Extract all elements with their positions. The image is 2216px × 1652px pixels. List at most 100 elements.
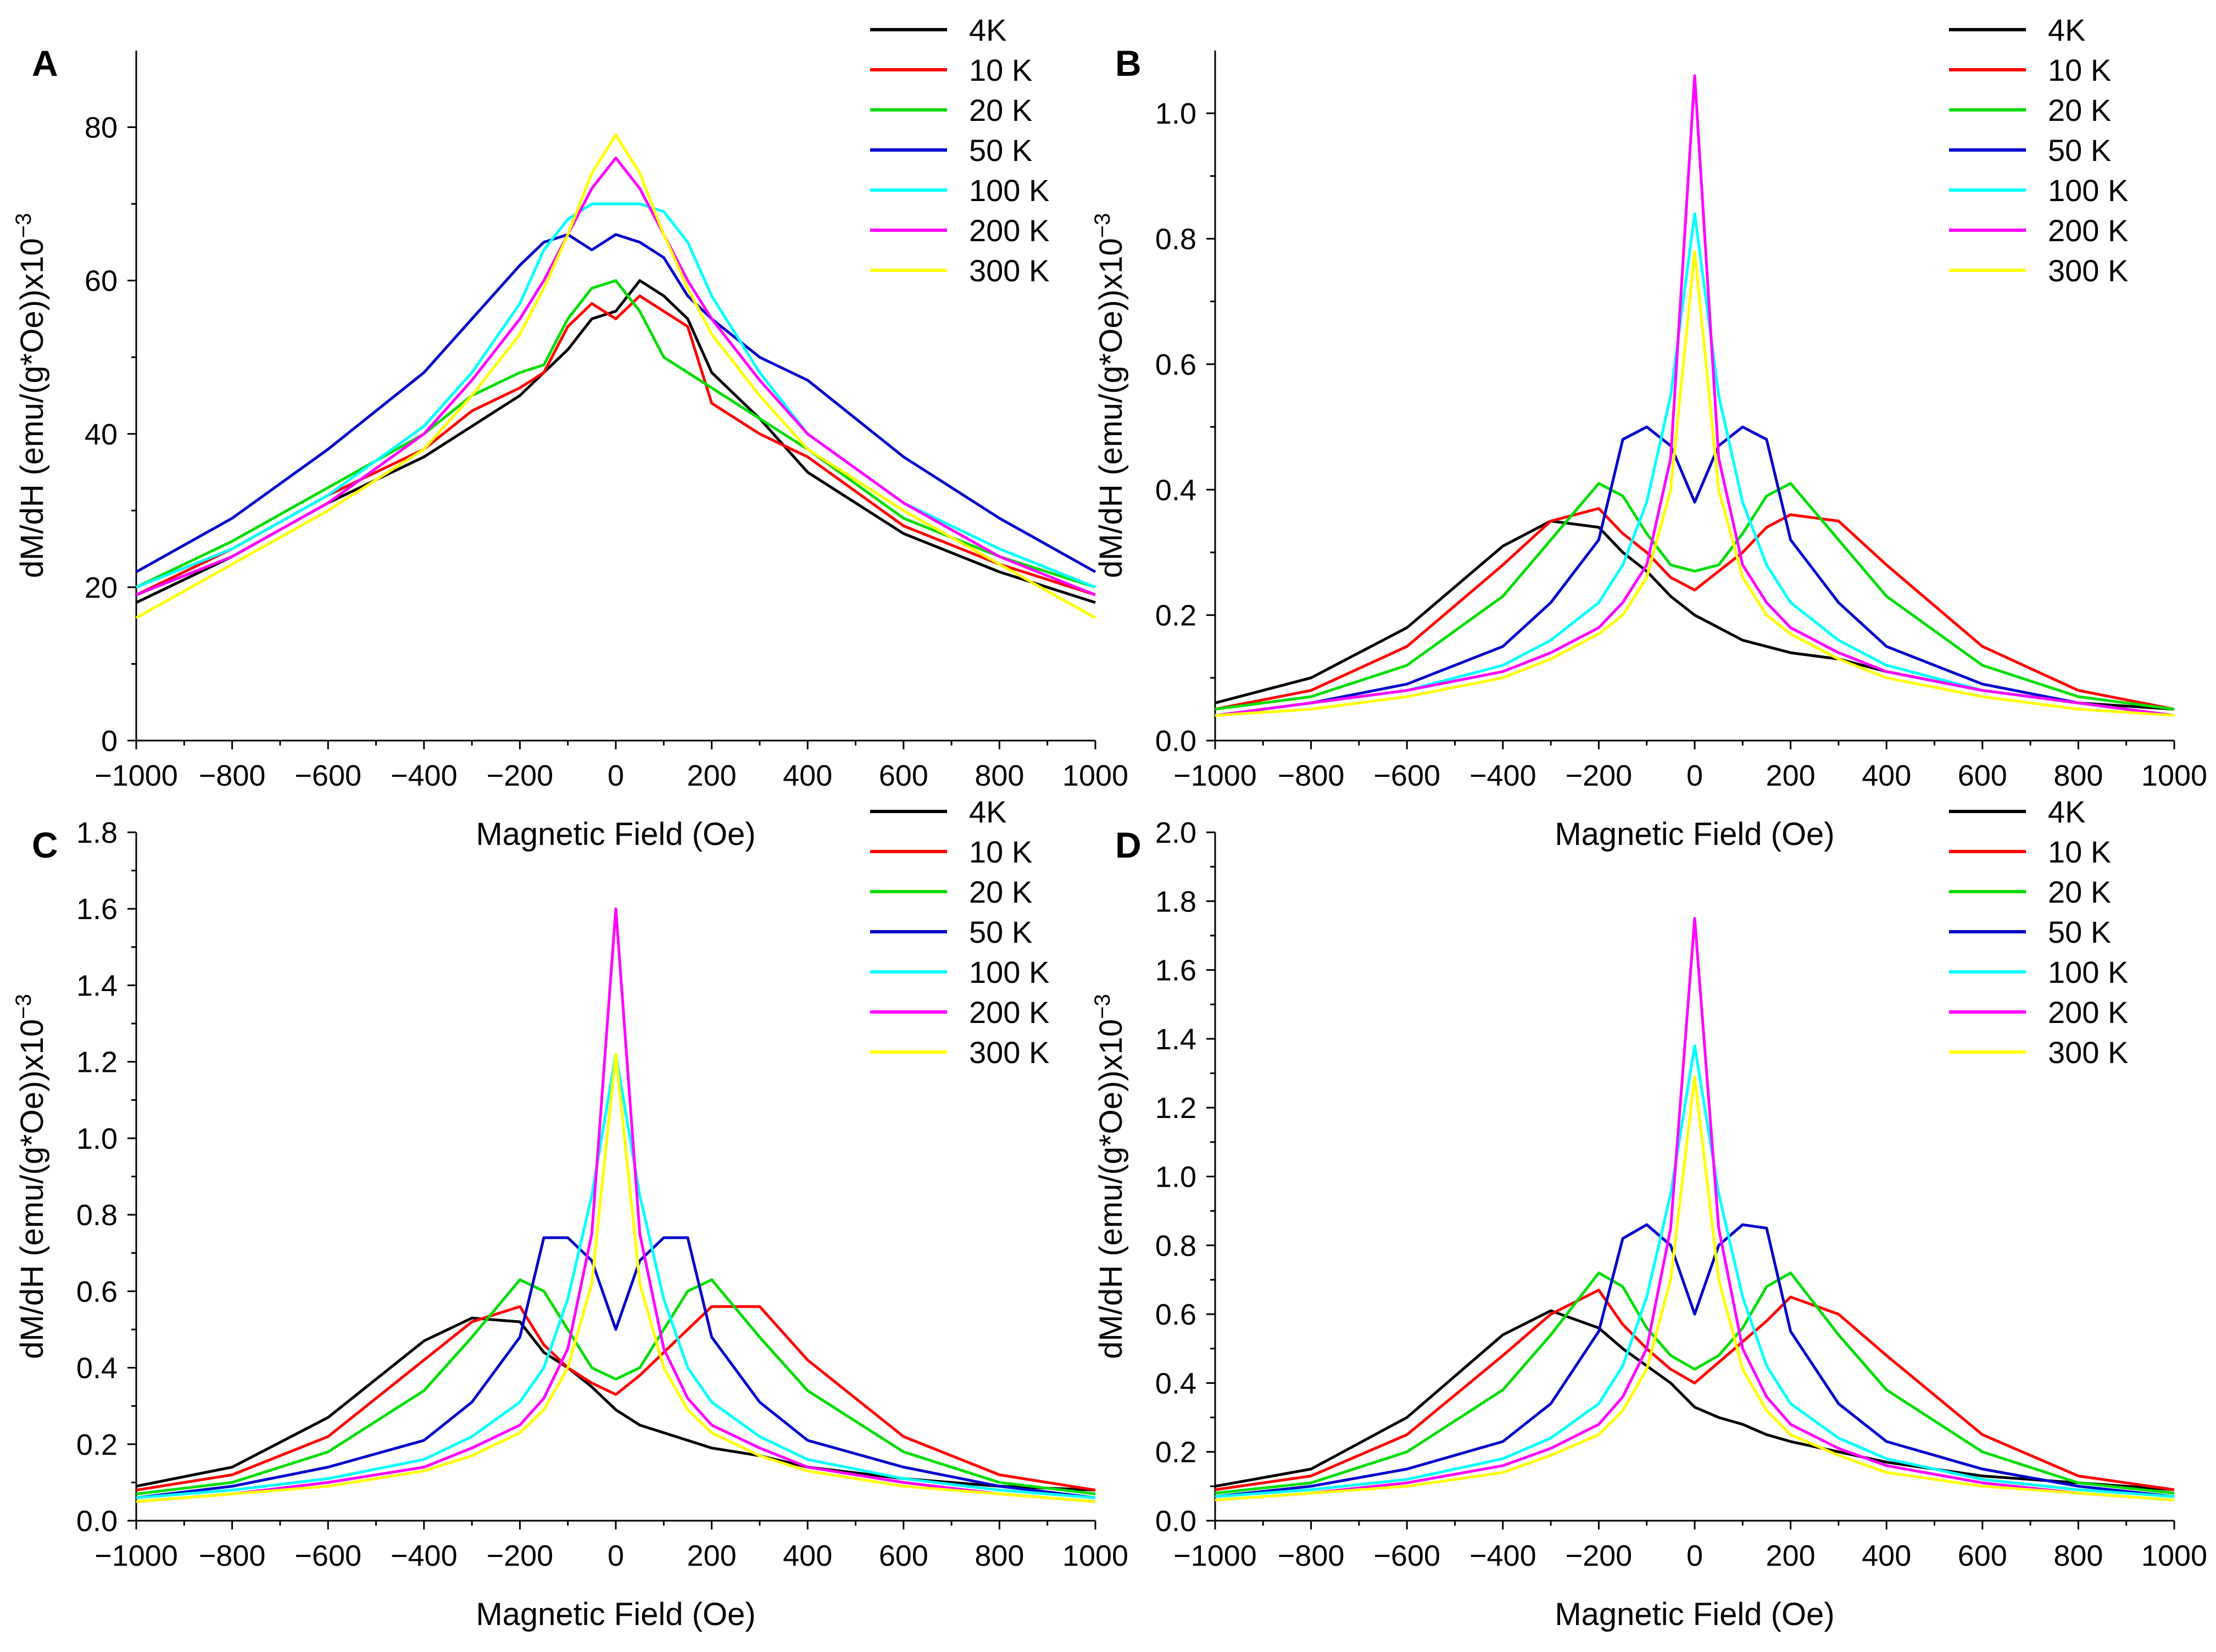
y-axis-title: dM/dH (emu/(g*Oe))x10−3 — [1090, 994, 1129, 1359]
x-axis-title: Magnetic Field (Oe) — [476, 1597, 755, 1632]
panel-d: −1000 −800 −600 −400 −200 0 200 400 600 800 1000 0.… — [1090, 794, 2207, 1632]
series-line-50k — [1215, 425, 2175, 717]
series-line-4k — [1215, 1309, 2175, 1492]
y-tick-label: 1.8 — [76, 816, 118, 849]
series-line-300k — [136, 1053, 1096, 1503]
y-tick-label: 0.6 — [1155, 1298, 1196, 1331]
legend-label: 100 K — [2048, 173, 2128, 208]
y-tick-label: 1.0 — [76, 1122, 118, 1155]
x-tick-label: 600 — [1958, 759, 2007, 792]
x-tick-label: 800 — [2053, 1539, 2103, 1572]
y-tick-label: 20 — [85, 571, 118, 604]
x-tick-label: −400 — [391, 1539, 458, 1572]
series-line-200k — [1215, 74, 2175, 717]
y-tick-label: 1.0 — [1155, 1161, 1196, 1194]
y-axis-title: dM/dH (emu/(g*Oe))x10−3 — [12, 213, 50, 578]
series-line-20k — [1215, 1271, 2175, 1495]
panel-a: −1000 −800 −600 −400 −200 0 200 400 600 800 1000 0 2… — [12, 13, 1128, 852]
legend-label: 200 K — [2048, 213, 2128, 248]
y-tick-label: 0.8 — [1155, 1230, 1196, 1262]
legend-label: 20 K — [969, 875, 1032, 909]
legend-label: 50 K — [2048, 915, 2111, 949]
y-tick-label: 0.6 — [76, 1275, 118, 1308]
panel-letter: C — [32, 825, 58, 865]
x-tick-label: −800 — [199, 1539, 266, 1572]
series-line-4k — [136, 1316, 1096, 1492]
x-tick-label: −400 — [1469, 1539, 1536, 1572]
x-tick-label: 600 — [879, 759, 928, 792]
y-tick-label: 1.8 — [1155, 885, 1196, 918]
series-line-100k — [136, 1053, 1096, 1499]
legend-label: 100 K — [2048, 955, 2128, 989]
x-tick-label: −1000 — [1173, 1539, 1257, 1572]
legend-label: 50 K — [969, 915, 1032, 949]
legend-label: 300 K — [2048, 1035, 2128, 1070]
panel-c: −1000 −800 −600 −400 −200 0 200 400 600 800 1000 0.… — [12, 794, 1128, 1632]
legend-label: 10 K — [969, 835, 1032, 869]
x-tick-label: 400 — [1862, 759, 1911, 792]
y-tick-label: 0.2 — [1155, 599, 1196, 632]
legend-label: 20 K — [2048, 875, 2111, 909]
series-line-200k — [136, 907, 1096, 1503]
legend-label: 10 K — [969, 53, 1032, 87]
x-tick-label: 200 — [1766, 1539, 1816, 1572]
legend-label: 4K — [2048, 794, 2086, 829]
x-tick-label: 800 — [975, 1539, 1024, 1572]
x-tick-label: −800 — [1278, 759, 1345, 792]
x-axis-title: Magnetic Field (Oe) — [476, 816, 755, 852]
y-tick-label: 0.0 — [76, 1505, 118, 1538]
y-tick-label: 1.2 — [76, 1046, 118, 1079]
legend-label: 200 K — [969, 995, 1049, 1030]
x-tick-label: −600 — [1373, 1539, 1440, 1572]
x-tick-label: −800 — [1278, 1539, 1345, 1572]
panel-letter: A — [32, 43, 58, 84]
legend-label: 20 K — [2048, 93, 2111, 127]
x-tick-label: 800 — [2053, 759, 2103, 792]
panel-letter: B — [1115, 43, 1142, 84]
legend-label: 300 K — [969, 253, 1049, 288]
y-tick-label: 1.2 — [1155, 1092, 1196, 1125]
x-tick-label: −1000 — [1173, 759, 1257, 792]
series-line-20k — [1215, 482, 2175, 711]
x-tick-label: 400 — [783, 1539, 832, 1572]
y-tick-label: 1.4 — [1155, 1023, 1196, 1056]
x-tick-label: 1000 — [2141, 759, 2207, 792]
y-tick-label: 0.2 — [76, 1428, 118, 1461]
series-line-10k — [135, 294, 1096, 597]
series-line-4k — [135, 279, 1096, 604]
x-tick-label: −400 — [1469, 759, 1536, 792]
x-tick-label: 0 — [608, 1539, 624, 1572]
y-tick-label: 0.4 — [1155, 474, 1196, 507]
y-tick-label: 1.6 — [76, 893, 118, 926]
legend-label: 20 K — [969, 93, 1032, 127]
x-tick-label: 200 — [687, 759, 737, 792]
y-tick-label: 2.0 — [1155, 816, 1196, 849]
legend-label: 10 K — [2048, 835, 2111, 869]
series-line-10k — [1215, 507, 2175, 711]
y-tick-label: 40 — [85, 418, 118, 451]
y-tick-label: 0.8 — [1155, 223, 1196, 256]
x-tick-label: −200 — [1566, 1539, 1633, 1572]
y-tick-label: 0.4 — [76, 1352, 118, 1385]
series-line-10k — [136, 1305, 1096, 1492]
y-tick-label: 0.6 — [1155, 348, 1196, 381]
x-tick-label: −1000 — [94, 759, 178, 792]
legend-label: 50 K — [969, 133, 1032, 168]
x-axis-title: Magnetic Field (Oe) — [1555, 816, 1834, 852]
x-axis-title: Magnetic Field (Oe) — [1555, 1597, 1834, 1632]
y-tick-label: 80 — [85, 112, 118, 144]
x-tick-label: −200 — [487, 759, 554, 792]
x-tick-label: 400 — [783, 759, 832, 792]
y-tick-label: 1.4 — [76, 969, 118, 1002]
x-tick-label: −800 — [199, 759, 266, 792]
legend-label: 100 K — [969, 955, 1049, 989]
series-line-10k — [1215, 1288, 2175, 1492]
x-tick-label: −600 — [294, 1539, 361, 1572]
y-tick-label: 0.4 — [1155, 1367, 1196, 1400]
y-tick-label: 0.0 — [1155, 725, 1196, 758]
series-line-300k — [1215, 249, 2175, 717]
series-line-50k — [1215, 1223, 2175, 1498]
y-axis-title: dM/dH (emu/(g*Oe))x10−3 — [12, 994, 50, 1359]
series-line-20k — [135, 279, 1096, 589]
x-tick-label: 200 — [687, 1539, 737, 1572]
